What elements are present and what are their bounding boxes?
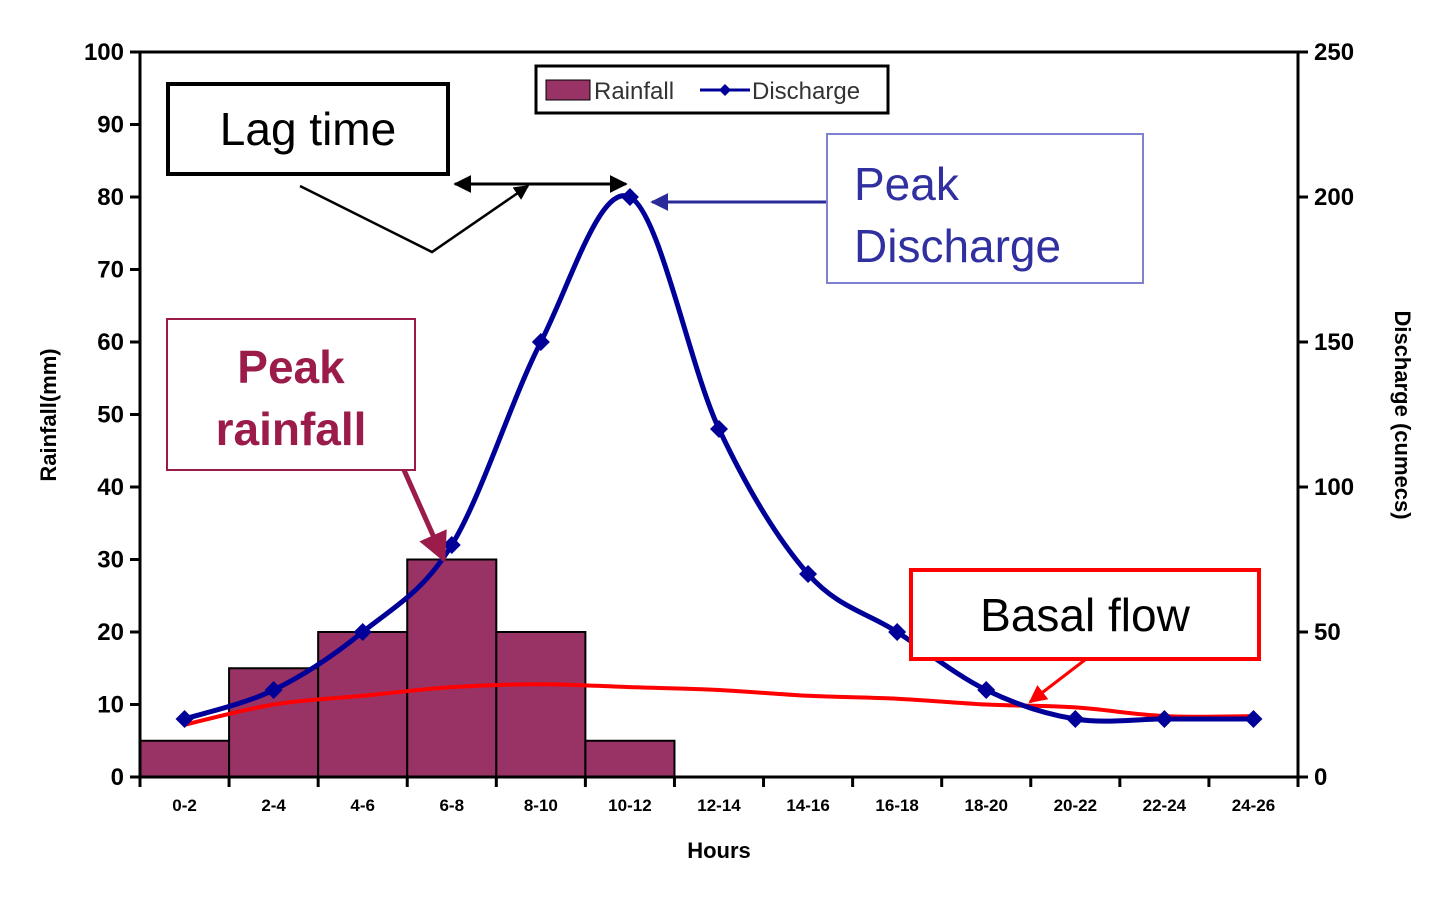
discharge-point [442,536,461,554]
y-axis-right-title: Discharge (cumecs) [1390,310,1415,519]
discharge-point [264,681,283,699]
basal-flow-line [184,682,1254,727]
basal-flow-callout: Basal flow [909,568,1261,661]
x-tick-label: 0-2 [172,796,197,815]
peak-discharge-line-2: Discharge [854,220,1062,272]
tick-labels: 0 10 20 30 40 50 60 70 80 90 100 0 50 100 150 200 250 0-2… [84,39,1354,815]
peak-discharge-callout: Peak Discharge [826,133,1144,284]
y-left-tick-label: 20 [97,619,124,646]
y-left-tick-label: 40 [97,474,124,501]
lag-time-pointer [299,184,530,254]
discharge-point [1244,710,1263,728]
x-tick-label: 10-12 [608,796,651,815]
discharge-point [1066,710,1085,728]
legend-rainfall-label: Rainfall [594,78,674,105]
x-tick-label: 8-10 [524,796,558,815]
discharge-point [175,710,194,728]
x-tick-label: 2-4 [261,796,286,815]
discharge-series [175,188,1263,728]
y-right-tick-label: 150 [1314,329,1354,356]
y-right-tick-label: 50 [1314,619,1341,646]
y-left-tick-label: 30 [97,547,124,574]
y-left-tick-label: 0 [111,764,124,791]
x-tick-label: 18-20 [964,796,1007,815]
y-left-tick-label: 70 [97,257,124,284]
y-right-tick-label: 250 [1314,39,1354,66]
x-tick-label: 4-6 [350,796,375,815]
peak-rainfall-callout: Peak rainfall [166,318,416,471]
discharge-point [710,420,728,438]
peak-rainfall-line-2: rainfall [215,403,367,455]
x-tick-label: 12-14 [697,796,741,815]
discharge-point [1155,710,1174,728]
y-left-tick-label: 50 [97,402,124,429]
legend-discharge-marker [719,84,731,96]
y-axis-left-title: Rainfall(mm) [36,348,61,481]
x-tick-label: 24-26 [1232,796,1275,815]
x-tick-label: 16-18 [875,796,918,815]
discharge-point [799,565,818,583]
axes [130,50,1308,787]
legend-rainfall-swatch [545,79,591,101]
y-left-tick-label: 10 [97,692,124,719]
rainfall-bar [406,558,498,778]
x-tick-label: 20-22 [1054,796,1097,815]
lag-time-label: Lag time [219,103,397,155]
legend-discharge-label: Discharge [752,78,860,105]
discharge-point [977,681,996,699]
y-right-tick-label: 0 [1314,764,1327,791]
x-tick-label: 22-24 [1143,796,1187,815]
basal-flow-curve [184,682,1254,727]
y-left-tick-label: 60 [97,329,124,356]
discharge-point [353,623,372,641]
x-axis-title: Hours [687,838,751,863]
rainfall-bar [139,739,231,778]
peak-rainfall-arrow [401,468,447,563]
x-tick-label: 6-8 [439,796,464,815]
y-left-tick-label: 100 [84,39,124,66]
rainfall-bar [584,739,676,778]
peak-discharge-line-1: Peak [854,158,959,210]
lag-time-callout: Lag time [166,82,450,176]
basal-flow-arrow [1028,654,1091,704]
legend: Rainfall Discharge [534,64,890,115]
rainfall-bar [495,631,587,778]
discharge-line [183,193,1254,724]
y-right-tick-label: 100 [1314,474,1354,501]
annotation-arrows [299,175,1091,704]
y-right-tick-label: 200 [1314,184,1354,211]
x-tick-label: 14-16 [786,796,829,815]
discharge-point [531,333,550,351]
discharge-point [888,623,907,641]
y-left-tick-label: 90 [97,112,124,139]
rainfall-bars [139,558,676,778]
basal-flow-label: Basal flow [980,588,1190,641]
peak-rainfall-line-1: Peak [237,341,345,393]
y-left-tick-label: 80 [97,184,124,211]
